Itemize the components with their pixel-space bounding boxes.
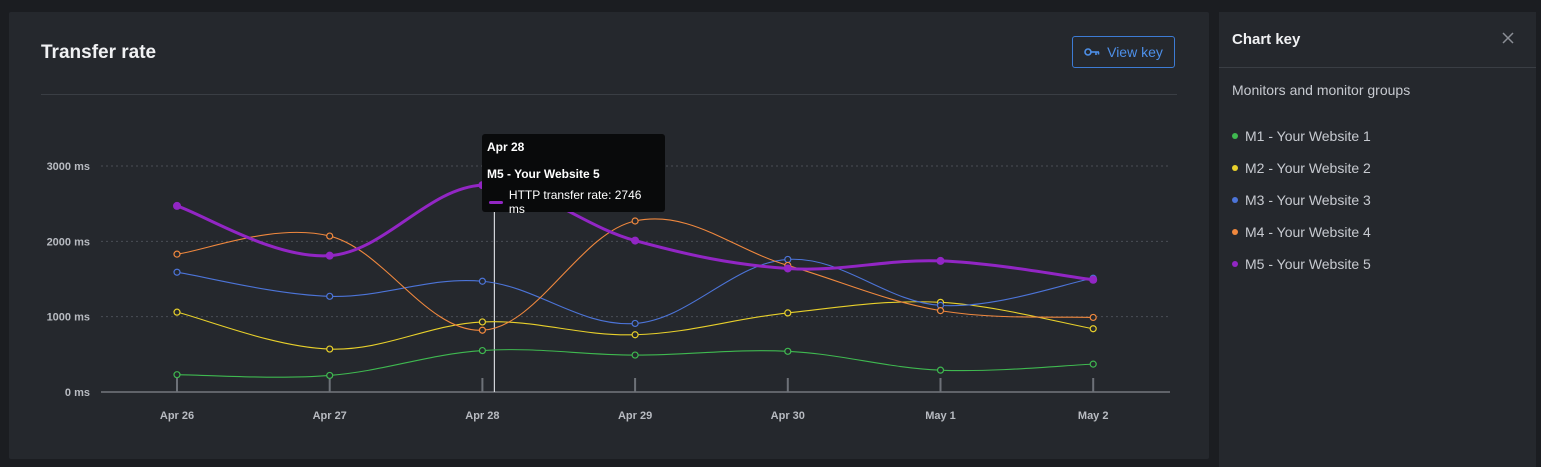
y-tick-label: 2000 ms bbox=[47, 236, 90, 248]
data-point bbox=[936, 366, 945, 374]
data-point bbox=[326, 371, 334, 380]
data-point bbox=[173, 371, 181, 379]
x-tick-label: Apr 29 bbox=[618, 410, 652, 422]
key-item-label: M3 - Your Website 3 bbox=[1245, 192, 1371, 208]
legend-dot bbox=[1232, 229, 1238, 235]
data-point bbox=[936, 307, 945, 315]
tooltip-series: M5 - Your Website 5 bbox=[487, 167, 600, 181]
data-point bbox=[173, 201, 181, 210]
data-point bbox=[478, 326, 486, 334]
tooltip-date: Apr 28 bbox=[487, 140, 525, 154]
transfer-rate-panel: Transfer rate View key bbox=[9, 12, 1209, 459]
data-point bbox=[478, 346, 486, 355]
tooltip-swatch bbox=[489, 200, 503, 204]
x-tick-label: Apr 27 bbox=[313, 410, 347, 422]
key-item-m5[interactable]: M5 - Your Website 5 bbox=[1232, 248, 1371, 280]
data-point bbox=[631, 319, 639, 328]
data-point bbox=[173, 250, 181, 258]
close-icon[interactable] bbox=[1500, 30, 1516, 46]
x-tick-label: Apr 30 bbox=[771, 410, 805, 422]
key-divider bbox=[1219, 67, 1536, 68]
view-key-button[interactable]: View key bbox=[1072, 36, 1175, 68]
x-tick-label: May 1 bbox=[925, 410, 956, 422]
data-point bbox=[631, 217, 639, 225]
legend-dot bbox=[1232, 261, 1238, 267]
key-title: Chart key bbox=[1232, 31, 1301, 48]
key-item-label: M2 - Your Website 2 bbox=[1245, 160, 1371, 176]
y-tick-label: 3000 ms bbox=[47, 161, 90, 173]
x-tick-label: Apr 28 bbox=[465, 410, 499, 422]
data-point bbox=[784, 255, 792, 264]
data-point bbox=[784, 347, 792, 355]
key-item-label: M1 - Your Website 1 bbox=[1245, 128, 1371, 144]
data-point bbox=[1089, 325, 1097, 333]
x-tick-label: Apr 26 bbox=[160, 410, 194, 422]
tooltip-row: HTTP transfer rate: 2746 ms bbox=[487, 188, 660, 216]
data-point bbox=[326, 292, 334, 300]
key-item-label: M5 - Your Website 5 bbox=[1245, 256, 1371, 272]
legend-dot bbox=[1232, 133, 1238, 139]
key-item-label: M4 - Your Website 4 bbox=[1245, 224, 1371, 240]
data-point bbox=[631, 351, 639, 359]
data-point bbox=[478, 277, 486, 285]
title-divider bbox=[41, 94, 1177, 95]
data-point bbox=[173, 308, 181, 316]
key-list: M1 - Your Website 1 M2 - Your Website 2 … bbox=[1232, 120, 1371, 280]
tooltip-value: HTTP transfer rate: 2746 ms bbox=[508, 188, 642, 216]
key-item-m1[interactable]: M1 - Your Website 1 bbox=[1232, 120, 1371, 152]
data-point bbox=[1089, 275, 1098, 284]
legend-dot bbox=[1232, 197, 1238, 203]
y-tick-label: 0 ms bbox=[65, 387, 90, 399]
key-item-m2[interactable]: M2 - Your Website 2 bbox=[1232, 152, 1371, 184]
chart-key-panel: Chart key Monitors and monitor groups M1… bbox=[1219, 12, 1536, 467]
key-icon bbox=[1084, 47, 1100, 57]
data-point bbox=[478, 318, 486, 326]
chart-tooltip: Apr 28 M5 - Your Website 5 HTTP transfer… bbox=[482, 134, 665, 216]
data-point bbox=[784, 309, 792, 317]
data-point bbox=[1089, 360, 1097, 368]
data-point bbox=[631, 331, 639, 339]
key-subtitle: Monitors and monitor groups bbox=[1232, 82, 1411, 98]
series-line-4 bbox=[176, 218, 1094, 331]
y-tick-label: 1000 ms bbox=[47, 312, 90, 324]
data-point bbox=[326, 232, 334, 240]
data-point bbox=[936, 256, 945, 265]
x-tick-label: May 2 bbox=[1078, 410, 1109, 422]
chart-title: Transfer rate bbox=[41, 42, 157, 63]
series-line-3 bbox=[176, 258, 1094, 325]
view-key-label: View key bbox=[1107, 44, 1163, 60]
legend-dot bbox=[1232, 165, 1238, 171]
key-item-m4[interactable]: M4 - Your Website 4 bbox=[1232, 216, 1371, 248]
key-item-m3[interactable]: M3 - Your Website 3 bbox=[1232, 184, 1371, 216]
data-point bbox=[173, 268, 181, 276]
data-point bbox=[325, 251, 334, 260]
data-point bbox=[783, 264, 792, 273]
data-point bbox=[1089, 313, 1097, 322]
data-point bbox=[631, 236, 640, 245]
data-point bbox=[326, 345, 334, 353]
